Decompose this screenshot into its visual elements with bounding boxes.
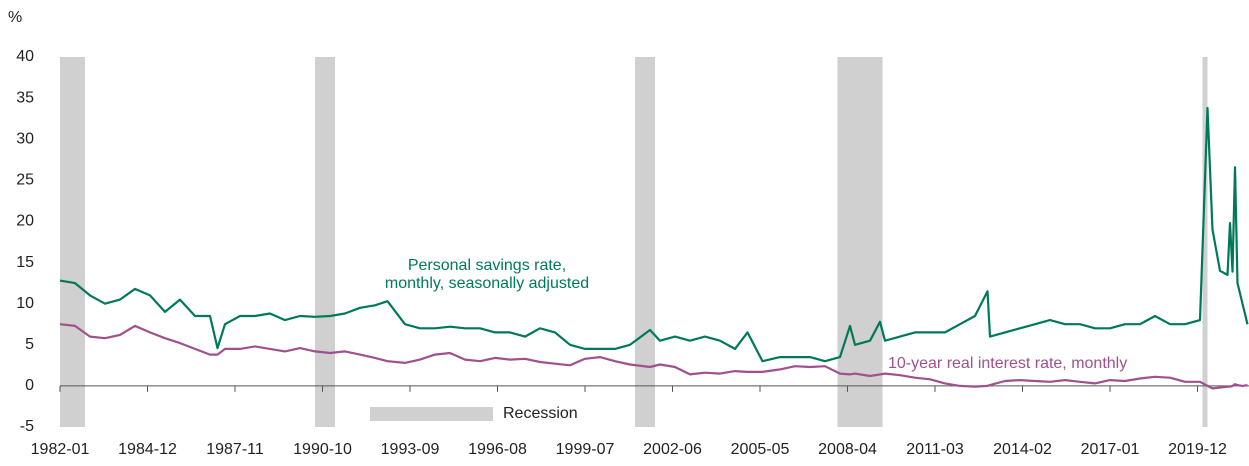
legend-swatch (370, 407, 493, 421)
y-tick-label: 10 (16, 295, 34, 312)
y-tick-label: 20 (16, 213, 34, 230)
series-line (59, 323, 1248, 390)
y-tick-label: -5 (20, 418, 34, 435)
x-tick-label: 2019-12 (1168, 441, 1227, 458)
x-tick-label: 2008-04 (818, 441, 877, 458)
y-tick-label: 40 (16, 48, 34, 65)
x-tick-label: 2002-06 (643, 441, 702, 458)
y-tick-label: 30 (16, 130, 34, 147)
recession-band (60, 57, 85, 427)
series-annotation: 10-year real interest rate, monthly (888, 355, 1127, 372)
x-tick-label: 1982-01 (31, 441, 90, 458)
y-tick-label: 5 (25, 336, 34, 353)
x-tick-label: 1996-08 (468, 441, 527, 458)
series-line (59, 106, 1249, 363)
recession-layer (60, 57, 1208, 427)
x-tick-label: 2011-03 (906, 441, 964, 458)
recession-band (315, 57, 335, 427)
x-tick-label: 2005-05 (731, 441, 790, 458)
y-tick-label: 35 (16, 89, 34, 106)
y-unit-label: % (8, 9, 22, 26)
series-annotation: Personal savings rate, (408, 257, 566, 274)
recession-band (1202, 57, 1208, 427)
recession-band (635, 57, 655, 427)
y-tick-label: 15 (16, 254, 34, 271)
y-tick-label: 0 (25, 377, 34, 394)
series-annotation: monthly, seasonally adjusted (385, 275, 589, 292)
x-tick-label: 1987-11 (206, 441, 264, 458)
y-tick-label: 25 (16, 172, 34, 189)
x-tick-label: 1993-09 (381, 441, 440, 458)
x-tick-label: 1984-12 (118, 441, 177, 458)
x-tick-label: 1999-07 (556, 441, 615, 458)
legend-label: Recession (503, 405, 578, 422)
axes-layer: -5 0 5 10 15 20 25 30 35 40 1982-01 1984-12 1987-11 1… (16, 48, 1249, 458)
x-tick-label: 1990-10 (293, 441, 352, 458)
line-layer (59, 106, 1249, 390)
x-tick-label: 2017-01 (1081, 441, 1140, 458)
x-tick-label: 2014-02 (993, 441, 1052, 458)
recession-band (837, 57, 883, 427)
